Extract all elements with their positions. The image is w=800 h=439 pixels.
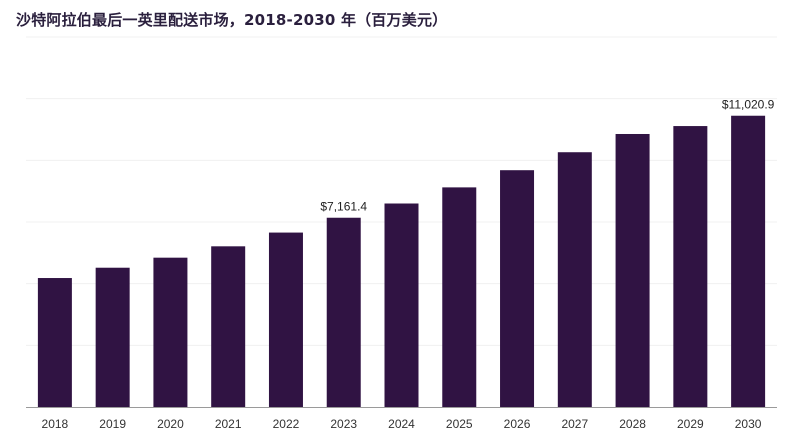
x-tick-label: 2020 [157,417,184,431]
x-tick-label: 2019 [99,417,126,431]
x-tick-label: 2018 [42,417,69,431]
x-tick-label: 2029 [677,417,704,431]
data-label: $7,161.4 [320,200,367,214]
x-tick-label: 2021 [215,417,242,431]
bar-2019 [95,267,130,407]
chart-title: 沙特阿拉伯最后一英里配送市场，2018-2030 年（百万美元） [16,11,448,29]
x-tick-label: 2026 [504,417,531,431]
bar-2020 [153,257,188,407]
bar-2021 [211,246,246,407]
bar-2026 [500,170,535,407]
bar-2023 [326,217,361,407]
bar-2029 [673,126,708,408]
x-tick-label: 2022 [273,417,300,431]
bar-2024 [384,203,419,407]
x-tick-label: 2027 [561,417,588,431]
bar-2025 [442,187,477,407]
x-tick-label: 2023 [330,417,357,431]
x-tick-label: 2025 [446,417,473,431]
bar-2022 [268,232,303,407]
x-tick-label: 2030 [735,417,762,431]
bar-2030 [731,115,766,407]
bar-2028 [615,133,650,407]
data-label: $11,020.9 [722,98,775,112]
bar-2018 [37,278,72,407]
x-tick-label: 2024 [388,417,415,431]
bar-2027 [557,152,592,407]
x-tick-label: 2028 [619,417,646,431]
